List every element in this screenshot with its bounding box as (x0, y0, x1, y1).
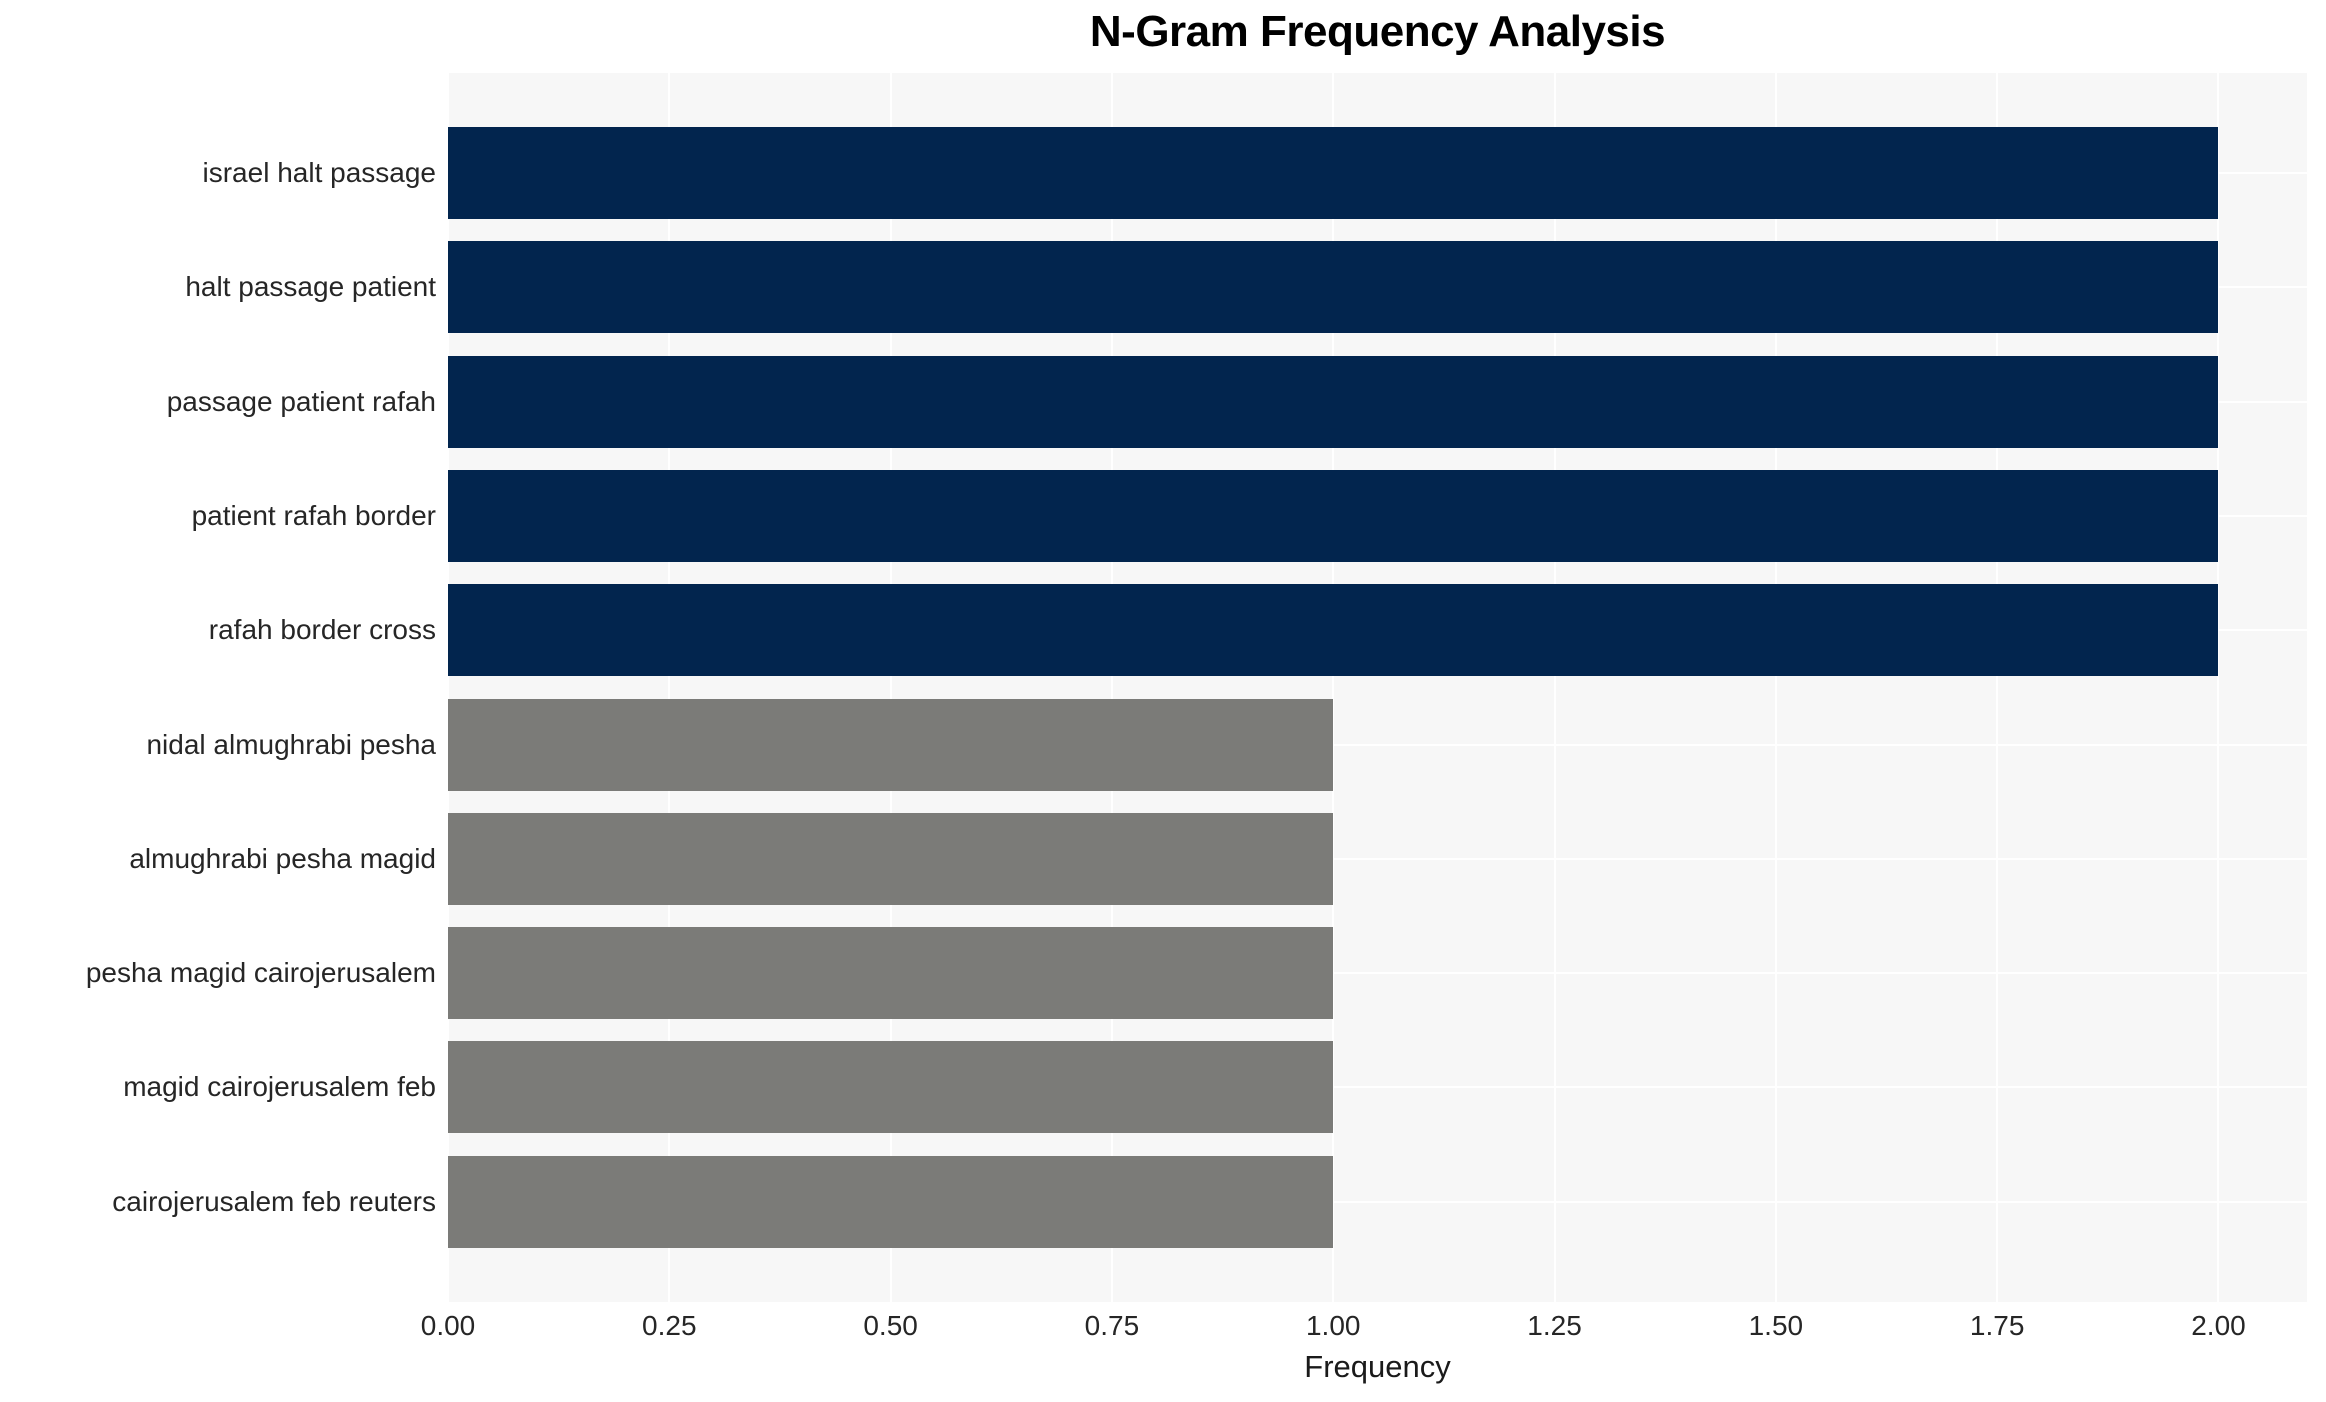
y-tick-label: magid cairojerusalem feb (123, 1071, 436, 1103)
bar-halt-passage-patient (448, 241, 2219, 334)
x-axis-label: Frequency (1304, 1349, 1451, 1384)
y-tick-label: nidal almughrabi pesha (146, 728, 436, 760)
vertical-gridline (1774, 73, 1777, 1302)
x-tick-label: 0.00 (420, 1310, 476, 1341)
bar-nidal-almughrabi-pesha (448, 698, 1334, 791)
y-tick-label: rafah border cross (208, 614, 436, 646)
y-tick-label: israel halt passage (202, 156, 436, 188)
horizontal-gridline (448, 857, 2307, 860)
vertical-gridline (1110, 73, 1113, 1302)
horizontal-gridline (448, 972, 2307, 975)
vertical-gridline (889, 73, 892, 1302)
horizontal-gridline (448, 1086, 2307, 1089)
chart-title: N-Gram Frequency Analysis (1089, 7, 1666, 56)
bar-cairojerusalem-feb-reuters (448, 1155, 1334, 1248)
bar-passage-patient-rafah (448, 355, 2219, 448)
y-tick-label: almughrabi pesha magid (129, 842, 436, 874)
vertical-gridline (1332, 73, 1335, 1302)
bar-pesha-magid-cairojerusalem (448, 927, 1334, 1020)
y-tick-label: passage patient rafah (166, 385, 436, 417)
horizontal-gridline (448, 743, 2307, 746)
x-tick-label: 1.50 (1748, 1310, 1804, 1341)
vertical-gridline (1996, 73, 1999, 1302)
vertical-gridline (447, 73, 449, 1302)
vertical-gridline (2217, 73, 2220, 1302)
y-tick-label: pesha magid cairojerusalem (85, 957, 436, 988)
vertical-gridline (1553, 73, 1556, 1302)
bar-rafah-border-cross (448, 584, 2219, 677)
x-tick-label: 0.25 (642, 1310, 697, 1341)
plot-area (447, 73, 2307, 1302)
bar-israel-halt-passage (448, 127, 2219, 219)
bar-patient-rafah-border (448, 469, 2219, 562)
x-tick-label: 0.50 (863, 1310, 918, 1341)
x-tick-label: 2.00 (2191, 1310, 2246, 1341)
x-tick-label: 1.00 (1305, 1310, 1361, 1341)
y-tick-label: cairojerusalem feb reuters (112, 1185, 436, 1217)
y-tick-label: patient rafah border (191, 499, 436, 531)
x-axis-ticks: 0.00 0.25 0.50 0.75 1.00 1.25 1.50 1.75 2.00 (421, 1310, 2307, 1345)
x-tick-label: 1.25 (1527, 1310, 1582, 1341)
x-tick-label: 0.75 (1084, 1310, 1140, 1341)
horizontal-gridline (448, 1200, 2307, 1203)
vertical-gridline (668, 73, 671, 1302)
y-tick-label: halt passage patient (185, 271, 436, 303)
x-tick-label: 1.75 (1969, 1310, 2025, 1341)
y-axis-labels: israel halt passage halt passage patient p… (0, 73, 436, 1302)
bar-magid-cairojerusalem-feb (448, 1041, 1334, 1134)
bar-almughrabi-pesha-magid (448, 812, 1334, 905)
